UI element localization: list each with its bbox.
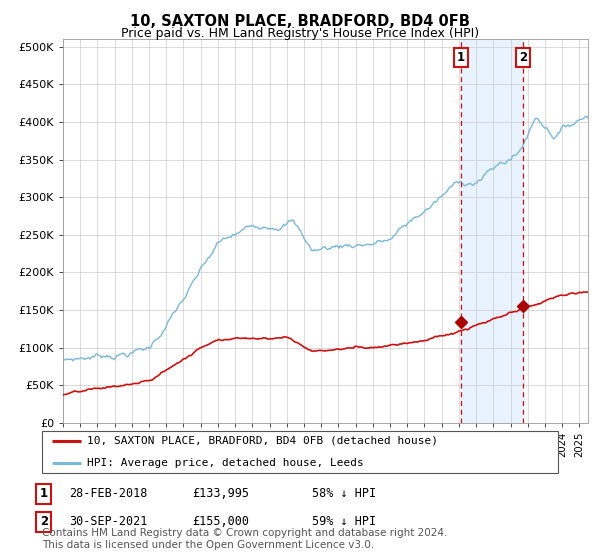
Text: 2: 2 <box>40 515 48 529</box>
Text: 2: 2 <box>520 51 527 64</box>
Text: 28-FEB-2018: 28-FEB-2018 <box>69 487 148 501</box>
Text: 1: 1 <box>40 487 48 501</box>
Text: £155,000: £155,000 <box>192 515 249 529</box>
Text: Price paid vs. HM Land Registry's House Price Index (HPI): Price paid vs. HM Land Registry's House … <box>121 27 479 40</box>
Text: £133,995: £133,995 <box>192 487 249 501</box>
Text: HPI: Average price, detached house, Leeds: HPI: Average price, detached house, Leed… <box>88 458 364 468</box>
Text: 10, SAXTON PLACE, BRADFORD, BD4 0FB: 10, SAXTON PLACE, BRADFORD, BD4 0FB <box>130 14 470 29</box>
FancyBboxPatch shape <box>42 431 558 473</box>
Text: 1: 1 <box>457 51 465 64</box>
Text: 10, SAXTON PLACE, BRADFORD, BD4 0FB (detached house): 10, SAXTON PLACE, BRADFORD, BD4 0FB (det… <box>88 436 439 446</box>
Bar <box>461 39 523 423</box>
Text: 30-SEP-2021: 30-SEP-2021 <box>69 515 148 529</box>
Text: Contains HM Land Registry data © Crown copyright and database right 2024.
This d: Contains HM Land Registry data © Crown c… <box>42 528 448 550</box>
Text: 59% ↓ HPI: 59% ↓ HPI <box>312 515 376 529</box>
Text: 58% ↓ HPI: 58% ↓ HPI <box>312 487 376 501</box>
